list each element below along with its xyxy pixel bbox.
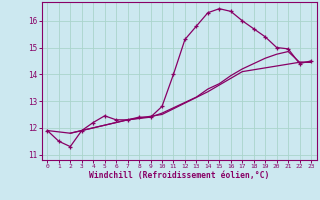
X-axis label: Windchill (Refroidissement éolien,°C): Windchill (Refroidissement éolien,°C) xyxy=(89,171,269,180)
